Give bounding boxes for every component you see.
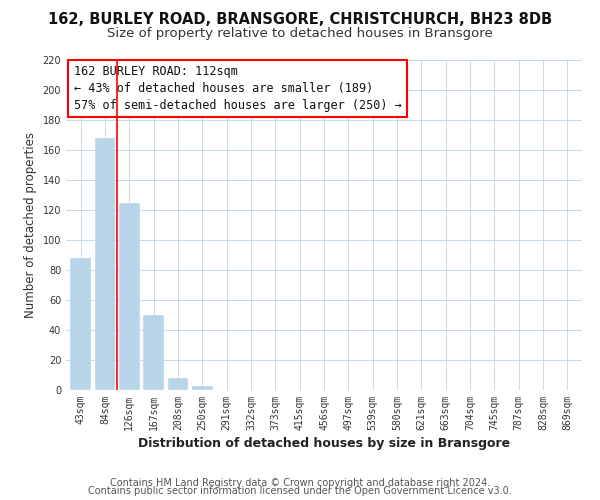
Text: 162 BURLEY ROAD: 112sqm
← 43% of detached houses are smaller (189)
57% of semi-d: 162 BURLEY ROAD: 112sqm ← 43% of detache… (74, 65, 401, 112)
Text: Size of property relative to detached houses in Bransgore: Size of property relative to detached ho… (107, 28, 493, 40)
Text: Contains public sector information licensed under the Open Government Licence v3: Contains public sector information licen… (88, 486, 512, 496)
Bar (70, 258, 91, 390)
Bar (95, 138, 115, 390)
Bar (167, 378, 188, 390)
Bar (119, 202, 140, 390)
Text: 162, BURLEY ROAD, BRANSGORE, CHRISTCHURCH, BH23 8DB: 162, BURLEY ROAD, BRANSGORE, CHRISTCHURC… (48, 12, 552, 28)
X-axis label: Distribution of detached houses by size in Bransgore: Distribution of detached houses by size … (138, 437, 510, 450)
Bar (192, 386, 212, 390)
Text: Contains HM Land Registry data © Crown copyright and database right 2024.: Contains HM Land Registry data © Crown c… (110, 478, 490, 488)
Y-axis label: Number of detached properties: Number of detached properties (24, 132, 37, 318)
Bar (143, 315, 164, 390)
